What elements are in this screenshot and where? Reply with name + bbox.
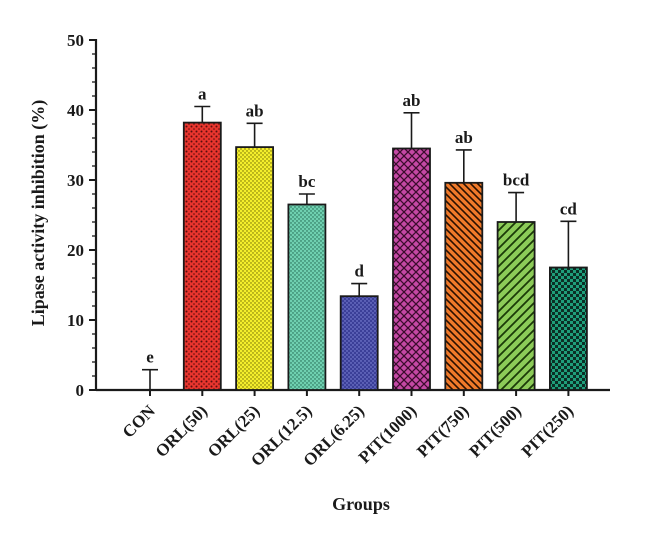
category-labels: CONORL(50)ORL(25)ORL(12.5)ORL(6.25)PIT(1… [119,401,578,470]
bar-ORL(6.25) [339,295,379,391]
y-tick-label: 30 [67,171,84,190]
category-label-PIT(500): PIT(500) [465,401,525,461]
bar-PIT(750) [444,181,484,391]
y-tick-label: 10 [67,311,84,330]
significance-label-PIT(750): ab [455,128,473,147]
y-ticks: 0 10 20 30 40 50 [67,31,96,400]
category-label-PIT(1000): PIT(1000) [355,401,421,467]
significance-label-ORL(25): ab [246,101,264,120]
significance-label-PIT(1000): ab [403,91,421,110]
significance-label-CON: e [146,348,154,367]
x-ticks [149,390,570,396]
significance-label-PIT(250): cd [560,199,578,218]
bars [182,121,588,391]
bar-ORL(50) [182,121,222,391]
y-tick-label: 50 [67,31,84,50]
y-tick-label: 40 [67,101,84,120]
category-label-PIT(750): PIT(750) [413,401,473,461]
bar-ORL(12.5) [287,203,327,391]
bar-PIT(500) [496,221,536,391]
x-axis-title: Groups [332,494,390,514]
bar-ORL(25) [235,146,275,391]
y-axis-title: Lipase activity inhibition (%) [28,100,49,327]
category-label-CON: CON [119,401,160,442]
significance-label-ORL(12.5): bc [298,172,315,191]
error-bars [142,105,577,390]
category-label-ORL(50): ORL(50) [152,401,212,461]
significance-label-ORL(6.25): d [354,262,364,281]
significance-label-ORL(50): a [198,85,207,104]
bar-PIT(1000) [392,147,431,391]
y-tick-label: 0 [76,381,85,400]
category-label-PIT(250): PIT(250) [518,401,578,461]
bar-PIT(250) [549,266,588,391]
significance-label-PIT(500): bcd [503,171,530,190]
y-tick-label: 20 [67,241,84,260]
